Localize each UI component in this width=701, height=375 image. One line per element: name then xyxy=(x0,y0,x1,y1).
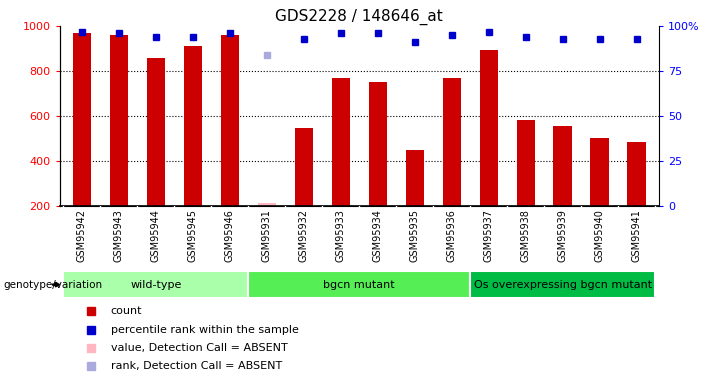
Text: GSM95946: GSM95946 xyxy=(225,209,235,262)
Bar xyxy=(470,271,655,298)
Text: GSM95932: GSM95932 xyxy=(299,209,308,262)
Text: GSM95933: GSM95933 xyxy=(336,209,346,262)
Text: GSM95935: GSM95935 xyxy=(410,209,420,262)
Text: genotype/variation: genotype/variation xyxy=(4,280,102,290)
Text: GSM95945: GSM95945 xyxy=(188,209,198,262)
Bar xyxy=(294,128,313,206)
Text: GSM95938: GSM95938 xyxy=(521,209,531,262)
Bar xyxy=(479,50,498,206)
Text: value, Detection Call = ABSENT: value, Detection Call = ABSENT xyxy=(111,343,287,353)
Text: GSM95940: GSM95940 xyxy=(594,209,605,262)
Text: rank, Detection Call = ABSENT: rank, Detection Call = ABSENT xyxy=(111,361,282,371)
Title: GDS2228 / 148646_at: GDS2228 / 148646_at xyxy=(275,9,443,25)
Text: GSM95944: GSM95944 xyxy=(151,209,161,262)
Text: GSM95937: GSM95937 xyxy=(484,209,494,262)
Bar xyxy=(590,138,609,206)
Bar xyxy=(63,271,248,298)
Text: GSM95934: GSM95934 xyxy=(373,209,383,262)
Bar xyxy=(332,78,350,206)
Bar xyxy=(221,35,239,206)
Bar xyxy=(72,33,91,206)
Bar xyxy=(257,203,276,206)
Text: count: count xyxy=(111,306,142,316)
Bar xyxy=(442,78,461,206)
Bar xyxy=(517,120,535,206)
Bar xyxy=(147,58,165,206)
Bar xyxy=(184,46,202,206)
Text: GSM95942: GSM95942 xyxy=(77,209,87,262)
Text: bgcn mutant: bgcn mutant xyxy=(323,280,395,290)
Bar xyxy=(554,126,572,206)
Bar xyxy=(248,271,470,298)
Text: percentile rank within the sample: percentile rank within the sample xyxy=(111,325,299,334)
Bar xyxy=(109,35,128,206)
Text: wild-type: wild-type xyxy=(130,280,182,290)
Text: GSM95931: GSM95931 xyxy=(261,209,272,262)
Bar xyxy=(627,142,646,206)
Bar xyxy=(405,150,424,206)
Text: Os overexpressing bgcn mutant: Os overexpressing bgcn mutant xyxy=(474,280,652,290)
Text: GSM95936: GSM95936 xyxy=(447,209,457,262)
Text: GSM95943: GSM95943 xyxy=(114,209,124,262)
Text: GSM95939: GSM95939 xyxy=(558,209,568,262)
Bar xyxy=(369,82,387,206)
Text: GSM95941: GSM95941 xyxy=(632,209,641,262)
